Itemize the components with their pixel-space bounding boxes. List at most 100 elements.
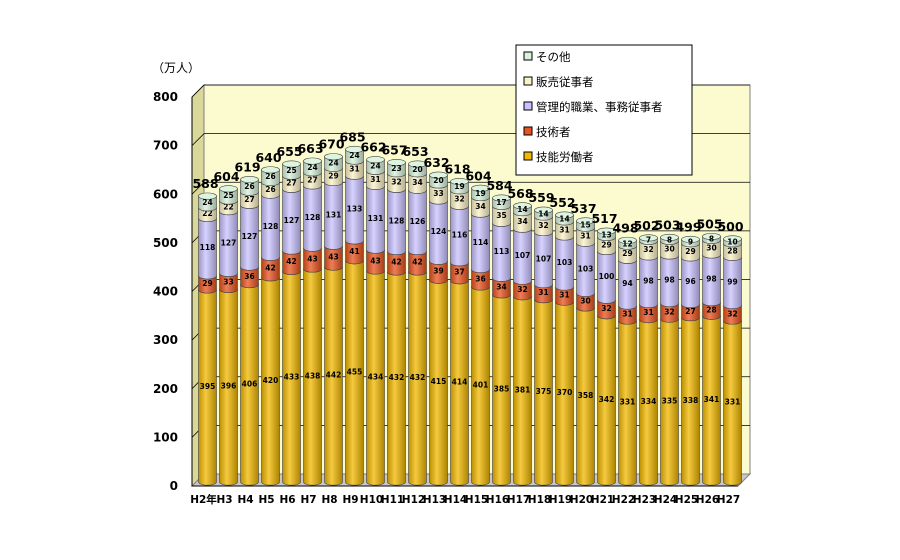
segment-value-label: 29: [685, 247, 695, 256]
bar-segment: [261, 182, 280, 199]
bar-segment: [261, 194, 280, 261]
segment-value-label: 415: [431, 377, 447, 386]
bar-segment: [303, 247, 322, 273]
bar-cap: [198, 192, 217, 200]
legend-box: [515, 44, 693, 176]
bar-cap: [471, 184, 490, 192]
segment-value-label: 29: [328, 171, 338, 180]
bar-cap: [345, 145, 364, 153]
x-tick-label: H19: [549, 494, 572, 506]
x-tick-label: H11: [381, 494, 404, 506]
segment-value-label: 25: [223, 191, 233, 200]
segment-value-label: 116: [452, 230, 468, 239]
y-tick-label: 0: [170, 479, 178, 493]
x-tick-label: H4: [237, 494, 253, 506]
bar-total-label: 653: [402, 144, 428, 159]
segment-value-label: 127: [221, 239, 237, 248]
bar-segment: [723, 320, 742, 486]
x-tick-label: H14: [444, 494, 467, 506]
bar-group: 420 42 128 26 26 640: [255, 150, 282, 486]
segment-value-label: 94: [622, 279, 632, 288]
segment-value-label: 8: [667, 235, 672, 244]
bar-segment: [387, 188, 406, 256]
bar-segment: [345, 149, 364, 165]
bar-group: 334 31 98 327 502: [633, 218, 660, 486]
bar-segment: [219, 289, 238, 486]
segment-value-label: 19: [475, 189, 485, 198]
y-tick-label: 400: [153, 285, 178, 299]
segment-value-label: 20: [412, 165, 422, 174]
gridline-side: [191, 181, 205, 195]
y-tick-label: 800: [153, 90, 178, 104]
bar-segment: [450, 262, 469, 285]
segment-value-label: 27: [307, 175, 317, 184]
bar-segment: [240, 191, 259, 209]
segment-value-label: 98: [643, 277, 653, 286]
segment-value-label: 401: [473, 381, 489, 390]
bar-segment: [366, 186, 385, 254]
segment-value-label: 9: [688, 238, 693, 247]
bar-group: 406 36 127 27 26 619: [234, 160, 261, 486]
bar-cap: [450, 177, 469, 185]
bar-cap: [282, 160, 301, 168]
bar-group: 401 36 114 34 19 604: [465, 168, 492, 486]
bar-segment: [492, 223, 511, 282]
bar-segment: [324, 156, 343, 172]
bar-segment: [345, 175, 364, 245]
segment-value-label: 31: [538, 288, 548, 297]
segment-value-label: 98: [706, 275, 716, 284]
bar-total-label: 505: [696, 216, 722, 231]
legend-swatch: [523, 51, 533, 61]
bar-cap: [618, 236, 637, 244]
segment-value-label: 27: [286, 179, 296, 188]
bar-segment: [681, 304, 700, 322]
bar-segment: [555, 221, 574, 241]
bar-segment: [429, 279, 448, 486]
bar-segment: [576, 307, 595, 486]
segment-value-label: 113: [494, 247, 510, 256]
bar-segment: [681, 317, 700, 486]
bar-cap: [303, 157, 322, 165]
segment-value-label: 358: [578, 391, 594, 400]
bar-cap: [597, 227, 616, 235]
x-tick-label: H10: [360, 494, 383, 506]
y-tick-label: 600: [153, 187, 178, 201]
legend-label: 技能労働者: [536, 150, 594, 164]
bar-segment: [471, 269, 490, 291]
x-axis: H2年 H3 H4 H5 H6 H7 H8 H9 H10H11H12H13H14H15H16H1…: [190, 493, 740, 506]
segment-value-label: 26: [244, 182, 254, 191]
segment-value-label: 114: [473, 238, 489, 247]
gridline-side: [191, 133, 205, 146]
segment-value-label: 385: [494, 384, 510, 393]
bar-total-label: 503: [654, 217, 680, 232]
bar-cap: [681, 235, 700, 243]
bar-segment: [219, 211, 238, 277]
bar-total-label: 499: [675, 219, 701, 234]
bar-total-label: 663: [297, 141, 323, 156]
x-tick-label: H24: [654, 494, 677, 506]
bar-cap: [723, 235, 742, 243]
segment-value-label: 131: [368, 214, 384, 223]
segment-value-label: 14: [538, 210, 548, 219]
bar-group: 370 31 103 31 14 552: [549, 195, 576, 486]
bar-total-label: 604: [465, 168, 491, 183]
bar-segment: [702, 315, 721, 486]
segment-value-label: 24: [370, 161, 380, 170]
bar-segment: [660, 318, 679, 486]
bar-cap: [702, 232, 721, 240]
segment-value-label: 131: [326, 210, 342, 219]
segment-value-label: 32: [727, 309, 737, 318]
bar-segment: [471, 188, 490, 202]
bar-segment: [198, 218, 217, 280]
segment-value-label: 12: [622, 239, 632, 248]
bar-segment: [198, 195, 217, 212]
bar-cap: [492, 194, 511, 202]
bar-total-label: 500: [717, 219, 743, 234]
x-tick-label: H16: [486, 494, 509, 506]
segment-value-label: 24: [202, 198, 212, 207]
segment-value-label: 98: [664, 276, 674, 285]
bar-segment: [282, 175, 301, 193]
